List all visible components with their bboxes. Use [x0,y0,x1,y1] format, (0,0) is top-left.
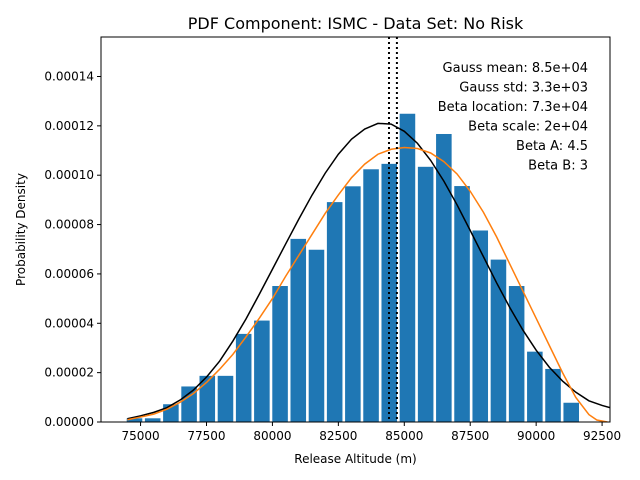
y-tick-label: 0.00014 [44,69,94,83]
y-tick-label: 0.00004 [44,316,94,330]
y-axis: 0.00000 0.00002 0.00004 0.00006 0.00008 0.000… [44,69,101,429]
histogram-bar [508,286,525,422]
x-tick-label: 90000 [517,429,555,443]
histogram-bar [217,375,234,422]
histogram-bar [399,113,416,422]
annotation-line: Beta A: 4.5 [516,139,588,154]
curves-group [127,122,610,422]
y-axis-label: Probability Density [14,173,28,286]
y-tick-label: 0.00000 [44,415,94,429]
bars-group [126,113,580,422]
vlines-group [387,37,398,422]
annotation-line: Gauss std: 3.3e+03 [459,81,588,96]
x-tick-label: 80000 [253,429,291,443]
histogram-bar [290,238,307,422]
y-tick-label: 0.00002 [44,366,94,380]
gauss-curve [127,122,610,420]
x-tick-label: 82500 [319,429,357,443]
y-tick-label: 0.00008 [44,218,94,232]
annotation-line: Beta scale: 2e+04 [468,120,588,135]
histogram-bar [454,186,470,422]
histogram-bar [563,402,580,422]
histogram-bar [417,166,434,422]
histogram-bar [363,169,379,422]
histogram-bar [254,320,270,422]
histogram-bar [527,351,543,422]
histogram-bar [436,133,452,422]
annotation-block: Gauss mean: 8.5e+04 Gauss std: 3.3e+03 Bet… [438,61,588,174]
x-tick-label: 87500 [451,429,489,443]
histogram-bar [490,259,507,422]
plot-frame [100,36,611,423]
y-tick-label: 0.00012 [44,119,94,133]
x-tick-label: 85000 [385,429,423,443]
beta-curve [127,146,608,422]
histogram-bar [345,186,361,422]
histogram-bar [235,333,252,422]
histogram-bar [144,418,161,422]
y-tick-label: 0.00010 [44,168,94,182]
x-tick-label: 75000 [121,429,159,443]
chart-title: PDF Component: ISMC - Data Set: No Risk [188,14,524,33]
annotation-line: Beta B: 3 [528,159,588,174]
histogram-bar [472,230,489,422]
x-tick-label: 92500 [583,429,621,443]
histogram-bar [126,418,143,422]
histogram-bar [199,375,216,422]
x-axis-label: Release Altitude (m) [294,452,416,466]
y-tick-label: 0.00006 [44,267,94,281]
annotation-line: Gauss mean: 8.5e+04 [443,61,588,76]
x-axis: 75000 77500 80000 82500 85000 87500 90000 92500 [121,422,621,443]
x-tick-label: 77500 [187,429,225,443]
annotation-line: Beta location: 7.3e+04 [438,100,588,115]
histogram-bar [308,249,325,422]
histogram-bar [545,368,561,422]
histogram-bar [326,202,343,422]
histogram-bar [272,286,288,422]
